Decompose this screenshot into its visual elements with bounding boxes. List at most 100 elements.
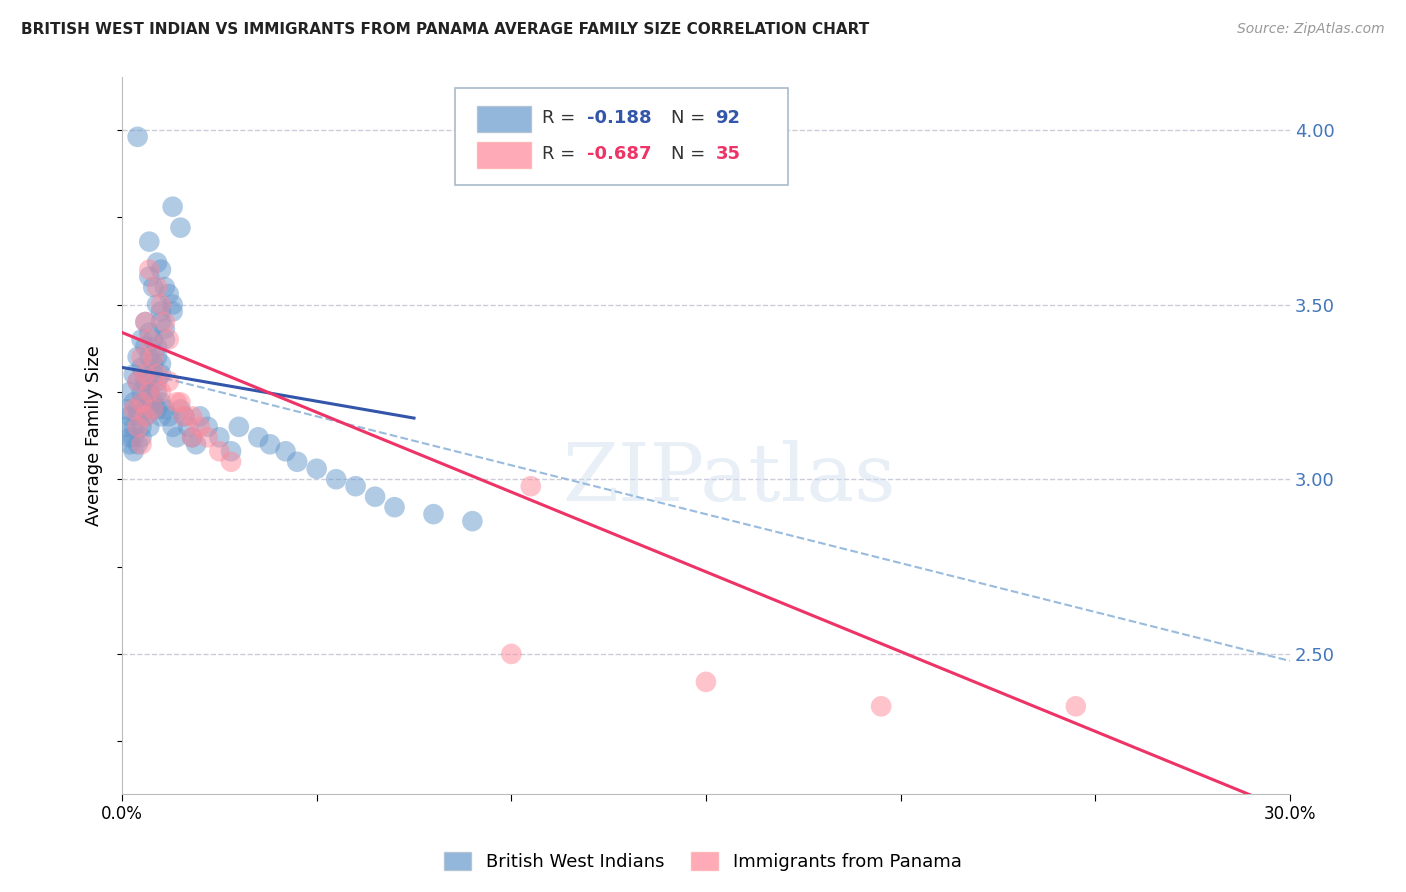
Point — [146, 280, 169, 294]
Point — [142, 395, 165, 409]
Point — [149, 304, 172, 318]
Point — [118, 384, 141, 399]
Point — [149, 262, 172, 277]
Point — [166, 395, 188, 409]
Point — [131, 360, 153, 375]
Point — [127, 350, 149, 364]
Point — [197, 420, 219, 434]
Point — [134, 339, 156, 353]
Point — [228, 420, 250, 434]
FancyBboxPatch shape — [456, 88, 787, 185]
Point — [142, 368, 165, 382]
Point — [149, 384, 172, 399]
Point — [142, 280, 165, 294]
Point — [115, 420, 138, 434]
Point — [122, 395, 145, 409]
Point — [173, 409, 195, 424]
Point — [138, 269, 160, 284]
Text: -0.687: -0.687 — [586, 145, 651, 163]
Point — [127, 375, 149, 389]
Point — [157, 287, 180, 301]
Point — [157, 375, 180, 389]
Point — [122, 368, 145, 382]
Point — [181, 409, 204, 424]
Point — [122, 444, 145, 458]
Point — [274, 444, 297, 458]
Point — [149, 297, 172, 311]
Point — [142, 402, 165, 417]
Point — [134, 315, 156, 329]
Point — [149, 357, 172, 371]
Point — [157, 333, 180, 347]
Point — [131, 384, 153, 399]
Point — [219, 444, 242, 458]
Point — [153, 402, 176, 417]
Point — [131, 430, 153, 444]
Point — [188, 420, 211, 434]
Point — [127, 437, 149, 451]
Text: ZIPatlas: ZIPatlas — [562, 440, 896, 517]
Point — [118, 430, 141, 444]
Point — [166, 430, 188, 444]
Point — [138, 384, 160, 399]
Point — [162, 420, 184, 434]
Point — [122, 402, 145, 417]
Point — [384, 500, 406, 515]
Point — [142, 357, 165, 371]
Point — [153, 315, 176, 329]
Point — [127, 409, 149, 424]
Point — [131, 395, 153, 409]
Point — [138, 333, 160, 347]
Point — [138, 326, 160, 340]
Point — [122, 430, 145, 444]
Point — [146, 402, 169, 417]
Point — [181, 430, 204, 444]
Text: -0.188: -0.188 — [586, 109, 651, 128]
Text: R =: R = — [543, 145, 582, 163]
Point — [115, 402, 138, 417]
FancyBboxPatch shape — [477, 106, 531, 132]
Point — [134, 368, 156, 382]
Point — [127, 375, 149, 389]
Point — [169, 402, 191, 417]
Point — [138, 350, 160, 364]
Point — [134, 402, 156, 417]
Legend: British West Indians, Immigrants from Panama: British West Indians, Immigrants from Pa… — [437, 845, 969, 879]
Point — [149, 315, 172, 329]
Point — [259, 437, 281, 451]
Point — [118, 437, 141, 451]
Point — [134, 409, 156, 424]
Point — [146, 350, 169, 364]
Point — [142, 333, 165, 347]
Point — [285, 455, 308, 469]
Text: BRITISH WEST INDIAN VS IMMIGRANTS FROM PANAMA AVERAGE FAMILY SIZE CORRELATION CH: BRITISH WEST INDIAN VS IMMIGRANTS FROM P… — [21, 22, 869, 37]
Point — [188, 409, 211, 424]
Point — [131, 395, 153, 409]
Point — [131, 420, 153, 434]
Point — [1064, 699, 1087, 714]
Point — [134, 409, 156, 424]
Point — [247, 430, 270, 444]
Point — [146, 339, 169, 353]
Point — [131, 333, 153, 347]
Point — [157, 409, 180, 424]
FancyBboxPatch shape — [477, 142, 531, 168]
Point — [422, 507, 444, 521]
Text: R =: R = — [543, 109, 582, 128]
Point — [146, 297, 169, 311]
Point — [197, 430, 219, 444]
Point — [177, 420, 200, 434]
Point — [131, 350, 153, 364]
Text: 35: 35 — [716, 145, 741, 163]
Point — [134, 368, 156, 382]
Y-axis label: Average Family Size: Average Family Size — [86, 345, 103, 526]
Point — [138, 384, 160, 399]
Point — [219, 455, 242, 469]
Point — [153, 322, 176, 336]
Point — [162, 304, 184, 318]
Point — [181, 430, 204, 444]
Point — [142, 402, 165, 417]
Point — [138, 395, 160, 409]
Point — [127, 129, 149, 144]
Point — [162, 200, 184, 214]
